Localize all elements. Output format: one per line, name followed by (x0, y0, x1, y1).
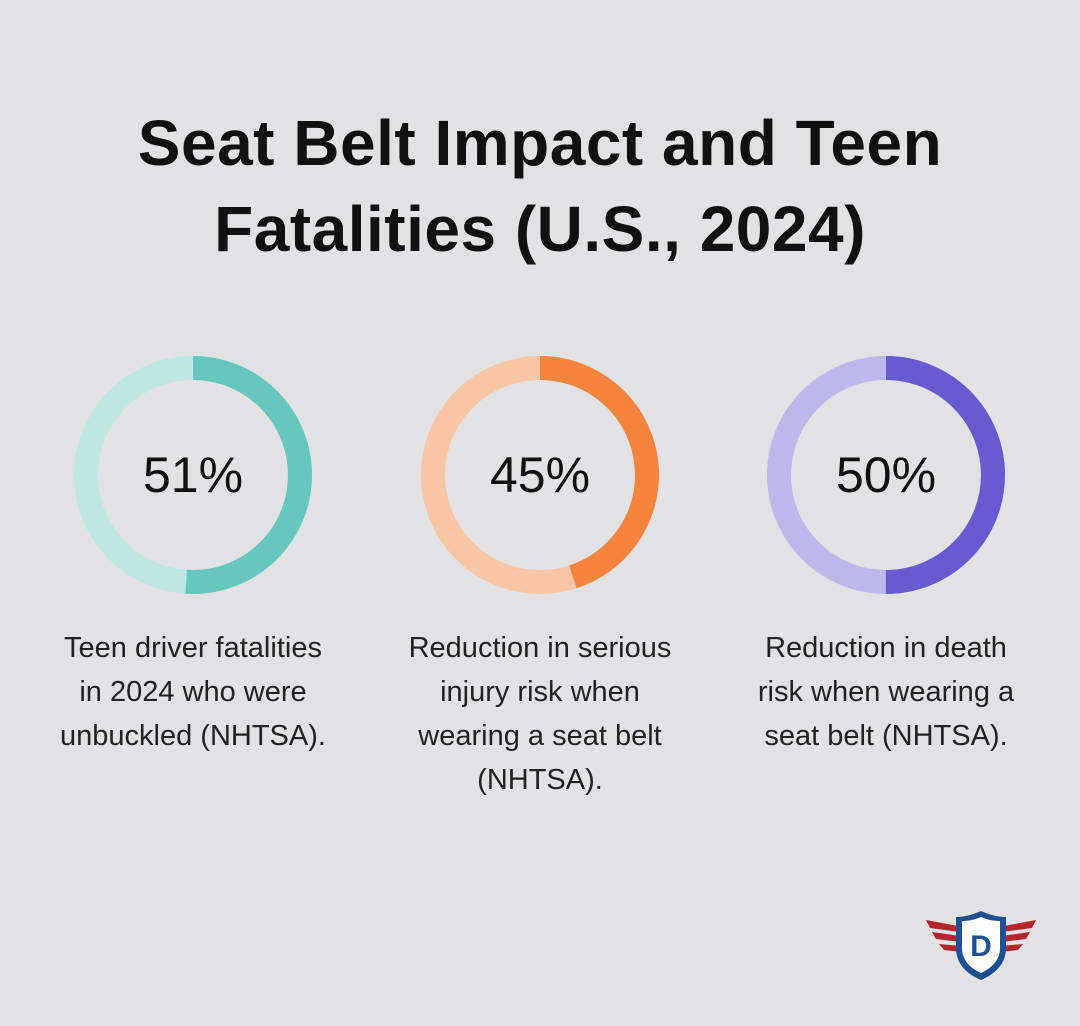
caption-1-line-3: unbuckled (NHTSA). (60, 720, 326, 752)
shield-wings-icon: D (926, 911, 1036, 980)
donut-svg-1 (74, 356, 312, 594)
caption-3-line-1: Reduction in death (765, 632, 1007, 664)
donut-caption-2: Reduction in serious injury risk when we… (380, 626, 700, 802)
donut-chart-3: 50% (763, 352, 1009, 598)
donut-arc-3 (767, 356, 1005, 594)
caption-2-line-3: wearing a seat belt (418, 720, 662, 752)
donut-value-3: 50% (835, 447, 937, 503)
caption-1-line-1: Teen driver fatalities (64, 632, 322, 664)
caption-2-line-1: Reduction in serious (408, 632, 672, 664)
logo-letter: D (970, 930, 992, 963)
caption-2-line-4: (NHTSA). (477, 764, 603, 796)
chart-title: Seat Belt Impact and Teen Fatalities (U.… (0, 100, 1080, 272)
donut-svg-2 (421, 356, 659, 594)
donut-chart-2: 45% (417, 352, 663, 598)
donut-chart-1: 51% (70, 352, 316, 598)
title-line-2: Fatalities (U.S., 2024) (214, 193, 866, 265)
caption-1-line-2: in 2024 who were (79, 676, 307, 708)
donut-caption-1: Teen driver fatalities in 2024 who were … (33, 626, 353, 758)
donut-arc-2 (421, 356, 659, 594)
donut-value-1: 51% (142, 447, 244, 503)
donut-svg-3 (767, 356, 1005, 594)
title-line-1: Seat Belt Impact and Teen (137, 107, 943, 179)
shield-inner-icon (962, 917, 1000, 973)
brand-logo: D (924, 908, 1038, 982)
caption-3-line-3: seat belt (NHTSA). (764, 720, 1008, 752)
caption-2-line-2: injury risk when (440, 676, 640, 708)
donut-value-2: 45% (489, 447, 591, 503)
donut-caption-3: Reduction in death risk when wearing a s… (726, 626, 1046, 758)
donut-arc-1 (74, 356, 312, 594)
caption-3-line-2: risk when wearing a (757, 676, 1015, 708)
